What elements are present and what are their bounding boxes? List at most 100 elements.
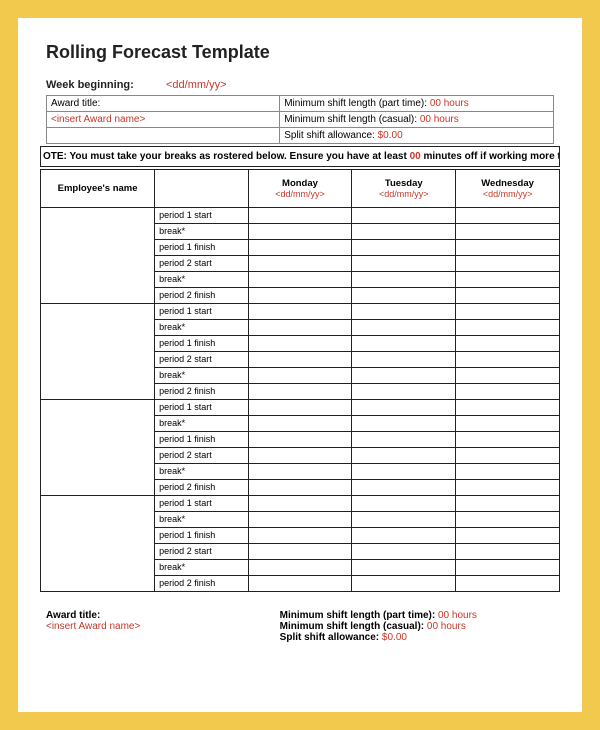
shift-cell xyxy=(248,448,352,464)
split-shift-cell: Split shift allowance: $0.00 xyxy=(280,128,554,144)
shift-cell xyxy=(352,464,456,480)
col-wednesday: Wednesday <dd/mm/yy> xyxy=(456,170,560,208)
period-label-cell: period 2 finish xyxy=(155,288,248,304)
shift-cell xyxy=(248,304,352,320)
shift-cell xyxy=(456,256,560,272)
shift-cell xyxy=(248,544,352,560)
shift-cell xyxy=(248,320,352,336)
shift-cell xyxy=(248,240,352,256)
shift-cell xyxy=(456,240,560,256)
footer-min-shift-pt-value: 00 hours xyxy=(438,610,477,621)
note-suffix: minutes off if working more th xyxy=(421,151,560,162)
note-bar: OTE: You must take your breaks as roster… xyxy=(40,146,560,167)
period-label-cell: break* xyxy=(155,368,248,384)
period-label-cell: break* xyxy=(155,464,248,480)
shift-cell xyxy=(248,560,352,576)
min-shift-pt-cell: Minimum shift length (part time): 00 hou… xyxy=(280,96,554,112)
week-beginning-row: Week beginning: <dd/mm/yy> xyxy=(46,79,554,91)
split-shift-value: $0.00 xyxy=(378,130,403,141)
col-monday: Monday <dd/mm/yy> xyxy=(248,170,352,208)
award-title-label: Award title: xyxy=(51,98,100,109)
shift-cell xyxy=(248,256,352,272)
award-title-value-cell: <insert Award name> xyxy=(47,112,280,128)
shift-cell xyxy=(352,288,456,304)
shift-cell xyxy=(456,288,560,304)
shift-cell xyxy=(456,368,560,384)
roster-row: period 1 start xyxy=(41,400,560,416)
period-label-cell: period 2 start xyxy=(155,544,248,560)
period-label-cell: period 1 finish xyxy=(155,240,248,256)
min-shift-pt-label: Minimum shift length (part time): xyxy=(284,98,430,109)
shift-cell xyxy=(248,384,352,400)
period-label-cell: period 2 finish xyxy=(155,480,248,496)
shift-cell xyxy=(248,368,352,384)
wednesday-label: Wednesday xyxy=(481,178,534,189)
min-shift-casual-value: 00 hours xyxy=(420,114,459,125)
shift-cell xyxy=(248,576,352,592)
shift-cell xyxy=(456,528,560,544)
period-label-cell: break* xyxy=(155,512,248,528)
shift-cell xyxy=(248,208,352,224)
split-shift-label: Split shift allowance: xyxy=(284,130,377,141)
award-title-value: <insert Award name> xyxy=(51,114,145,125)
shift-cell xyxy=(352,560,456,576)
min-shift-casual-label: Minimum shift length (casual): xyxy=(284,114,420,125)
award-title-cell: Award title: xyxy=(47,96,280,112)
shift-cell xyxy=(352,480,456,496)
period-label-cell: period 2 start xyxy=(155,448,248,464)
shift-cell xyxy=(352,240,456,256)
footer-award-title-value: <insert Award name> xyxy=(46,621,140,632)
shift-cell xyxy=(248,272,352,288)
shift-cell xyxy=(352,528,456,544)
shift-cell xyxy=(456,560,560,576)
employee-cell xyxy=(41,496,155,592)
period-label-cell: break* xyxy=(155,272,248,288)
period-label-cell: break* xyxy=(155,416,248,432)
shift-cell xyxy=(248,288,352,304)
shift-cell xyxy=(352,384,456,400)
shift-cell xyxy=(248,464,352,480)
shift-cell xyxy=(352,496,456,512)
shift-cell xyxy=(352,208,456,224)
period-label-cell: period 2 finish xyxy=(155,576,248,592)
roster-row: period 1 start xyxy=(41,496,560,512)
shift-cell xyxy=(456,496,560,512)
period-label-cell: break* xyxy=(155,320,248,336)
tuesday-date: <dd/mm/yy> xyxy=(352,189,455,199)
col-tuesday: Tuesday <dd/mm/yy> xyxy=(352,170,456,208)
wednesday-date: <dd/mm/yy> xyxy=(456,189,559,199)
blank-info-cell xyxy=(47,128,280,144)
roster-row: period 1 start xyxy=(41,304,560,320)
footer-award-title-label: Award title: xyxy=(46,610,100,621)
shift-cell xyxy=(456,224,560,240)
footer-min-shift-casual-value: 00 hours xyxy=(427,621,466,632)
shift-cell xyxy=(352,448,456,464)
header-info-table: Award title: Minimum shift length (part … xyxy=(46,95,554,144)
shift-cell xyxy=(352,432,456,448)
week-beginning-label: Week beginning: xyxy=(46,79,166,91)
period-label-cell: period 2 finish xyxy=(155,384,248,400)
shift-cell xyxy=(352,416,456,432)
period-label-cell: period 1 finish xyxy=(155,528,248,544)
shift-cell xyxy=(456,400,560,416)
period-label-cell: period 2 start xyxy=(155,352,248,368)
period-label-cell: period 1 finish xyxy=(155,432,248,448)
shift-cell xyxy=(456,576,560,592)
shift-cell xyxy=(352,336,456,352)
period-label-cell: break* xyxy=(155,560,248,576)
employee-cell xyxy=(41,400,155,496)
shift-cell xyxy=(248,432,352,448)
shift-cell xyxy=(352,224,456,240)
shift-cell xyxy=(352,352,456,368)
shift-cell xyxy=(248,512,352,528)
shift-cell xyxy=(456,544,560,560)
period-label-cell: break* xyxy=(155,224,248,240)
monday-date: <dd/mm/yy> xyxy=(249,189,352,199)
roster-row: period 1 start xyxy=(41,208,560,224)
document-page: Rolling Forecast Template Week beginning… xyxy=(18,18,582,712)
shift-cell xyxy=(456,480,560,496)
footer-split-shift-label: Split shift allowance: xyxy=(280,632,382,643)
shift-cell xyxy=(248,224,352,240)
period-label-cell: period 1 start xyxy=(155,496,248,512)
shift-cell xyxy=(456,432,560,448)
